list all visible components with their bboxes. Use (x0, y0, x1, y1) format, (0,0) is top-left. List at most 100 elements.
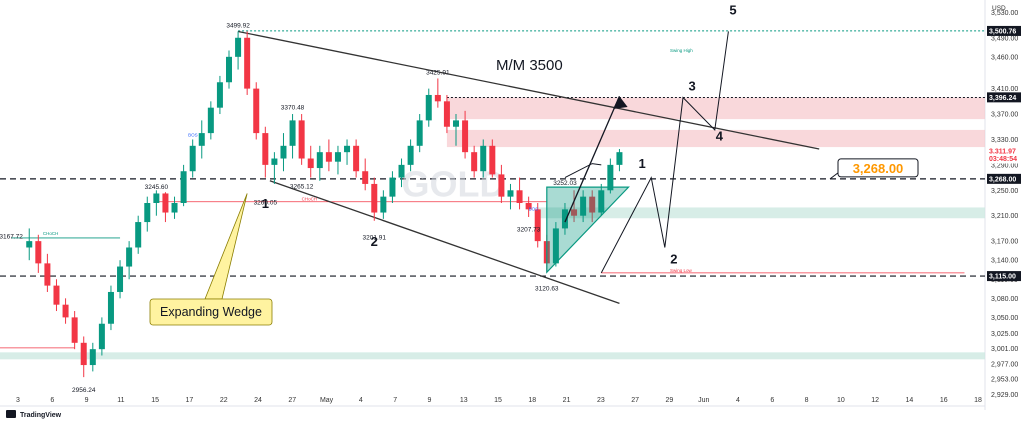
y-tick-label: 3,025.00 (991, 331, 1018, 338)
callout-pointer (204, 193, 248, 300)
x-tick-label: 27 (288, 397, 296, 404)
candle-body (89, 349, 96, 366)
price-label: 3167.72 (0, 234, 23, 241)
candle-body (453, 120, 459, 127)
candle-body (35, 241, 42, 264)
price-label: 3370.48 (281, 105, 305, 112)
y-tick-label: 2,953.00 (991, 377, 1018, 384)
x-tick-label: 9 (85, 397, 89, 404)
brand-logo-icon (6, 410, 16, 418)
price-label: 3260.05 (254, 200, 278, 207)
x-tick-label: 24 (254, 397, 262, 404)
candle-body (353, 145, 360, 172)
candle-body (53, 285, 60, 305)
expanding-wedge-callout (149, 298, 273, 326)
x-tick-label: 16 (940, 397, 948, 404)
price-tag-label: 3,311.97 (989, 148, 1016, 155)
candle-body (425, 94, 432, 121)
wave-projection (600, 31, 729, 274)
triangle-pattern (546, 186, 630, 274)
candle-body (616, 152, 623, 165)
x-tick-label: 11 (117, 397, 124, 404)
price-tag-label: 3,115.00 (989, 274, 1016, 281)
candle-body (398, 164, 405, 178)
candle-body (407, 145, 414, 165)
supply-zone (446, 97, 985, 120)
candle-body (289, 120, 296, 146)
wave-label: 3 (688, 79, 695, 94)
x-tick-label: 12 (871, 397, 879, 404)
y-tick-label: 2,977.00 (991, 361, 1018, 368)
price-label: 3245.60 (145, 184, 169, 191)
x-tick-label: 4 (359, 397, 363, 404)
demand-zone (537, 207, 985, 219)
current-level-box (837, 158, 919, 178)
choch-label: CHoCH (43, 231, 59, 236)
x-tick-label: 27 (631, 397, 639, 404)
y-tick-label: 3,410.00 (991, 86, 1018, 93)
y-tick-label: 3,290.00 (991, 162, 1018, 169)
y-tick-label: 3,490.00 (991, 35, 1018, 42)
candle-body (26, 241, 33, 248)
candle-body (362, 171, 369, 184)
candle-body (198, 133, 205, 146)
x-tick-label: 15 (494, 397, 502, 404)
y-tick-label: 3,460.00 (991, 54, 1018, 61)
price-label: 2956.24 (72, 387, 96, 394)
price-label: 3425.91 (426, 70, 450, 77)
candle-body (226, 56, 232, 83)
bos-label: BOS (188, 132, 198, 137)
x-tick-label: 17 (186, 397, 194, 404)
candle-body (271, 158, 278, 165)
price-tag-label: 3,396.24 (989, 95, 1016, 102)
candle-body (307, 158, 314, 169)
candle-body (98, 323, 105, 350)
wave-projection (564, 163, 602, 179)
swing-low-label: Swing Low (670, 268, 693, 273)
x-tick-label: 9 (427, 397, 431, 404)
price-axis-panel (985, 0, 1024, 422)
wave-label: 1 (639, 156, 646, 171)
wave-label: 2 (371, 234, 378, 249)
candle-body (316, 152, 323, 169)
candle-body (389, 177, 396, 197)
x-tick-label: 21 (563, 397, 571, 404)
supply-zone (446, 129, 985, 148)
x-tick-label: 8 (805, 397, 809, 404)
currency-label: USD (992, 5, 1006, 12)
wave-label: 2 (670, 251, 677, 266)
candle-body (44, 263, 51, 286)
price-label: 3252.03 (553, 180, 577, 187)
candle-body (180, 171, 187, 203)
candle-body (216, 82, 223, 108)
wave-label: 4 (716, 129, 724, 144)
candle-body (80, 342, 87, 366)
candle-body (561, 209, 568, 229)
x-tick-label: 7 (393, 397, 397, 404)
x-tick-label: 29 (666, 397, 674, 404)
brand-label: TradingView (20, 412, 62, 419)
candle-body (107, 291, 114, 324)
x-tick-label: 14 (906, 397, 914, 404)
wave-label: 5 (729, 2, 736, 17)
wave-label: 1 (262, 196, 269, 211)
candle-body (162, 193, 169, 213)
candle-body (171, 203, 178, 213)
y-tick-label: 3,170.00 (991, 239, 1018, 246)
x-tick-label: 3 (16, 397, 20, 404)
x-tick-label: May (320, 397, 334, 404)
x-tick-label: 4 (736, 397, 740, 404)
bos-label: BOS (529, 207, 539, 212)
x-tick-label: 6 (770, 397, 774, 404)
price-tag (987, 25, 1021, 36)
candle-body (244, 37, 251, 89)
y-tick-label: 3,140.00 (991, 258, 1018, 265)
candle-body (235, 37, 242, 57)
candle-body (298, 120, 305, 159)
candle-body (117, 266, 124, 292)
price-tag-label: 3,268.00 (989, 176, 1016, 183)
y-tick-label: 3,530.00 (991, 10, 1018, 17)
price-tag (987, 153, 1021, 164)
x-tick-label: 22 (220, 397, 228, 404)
